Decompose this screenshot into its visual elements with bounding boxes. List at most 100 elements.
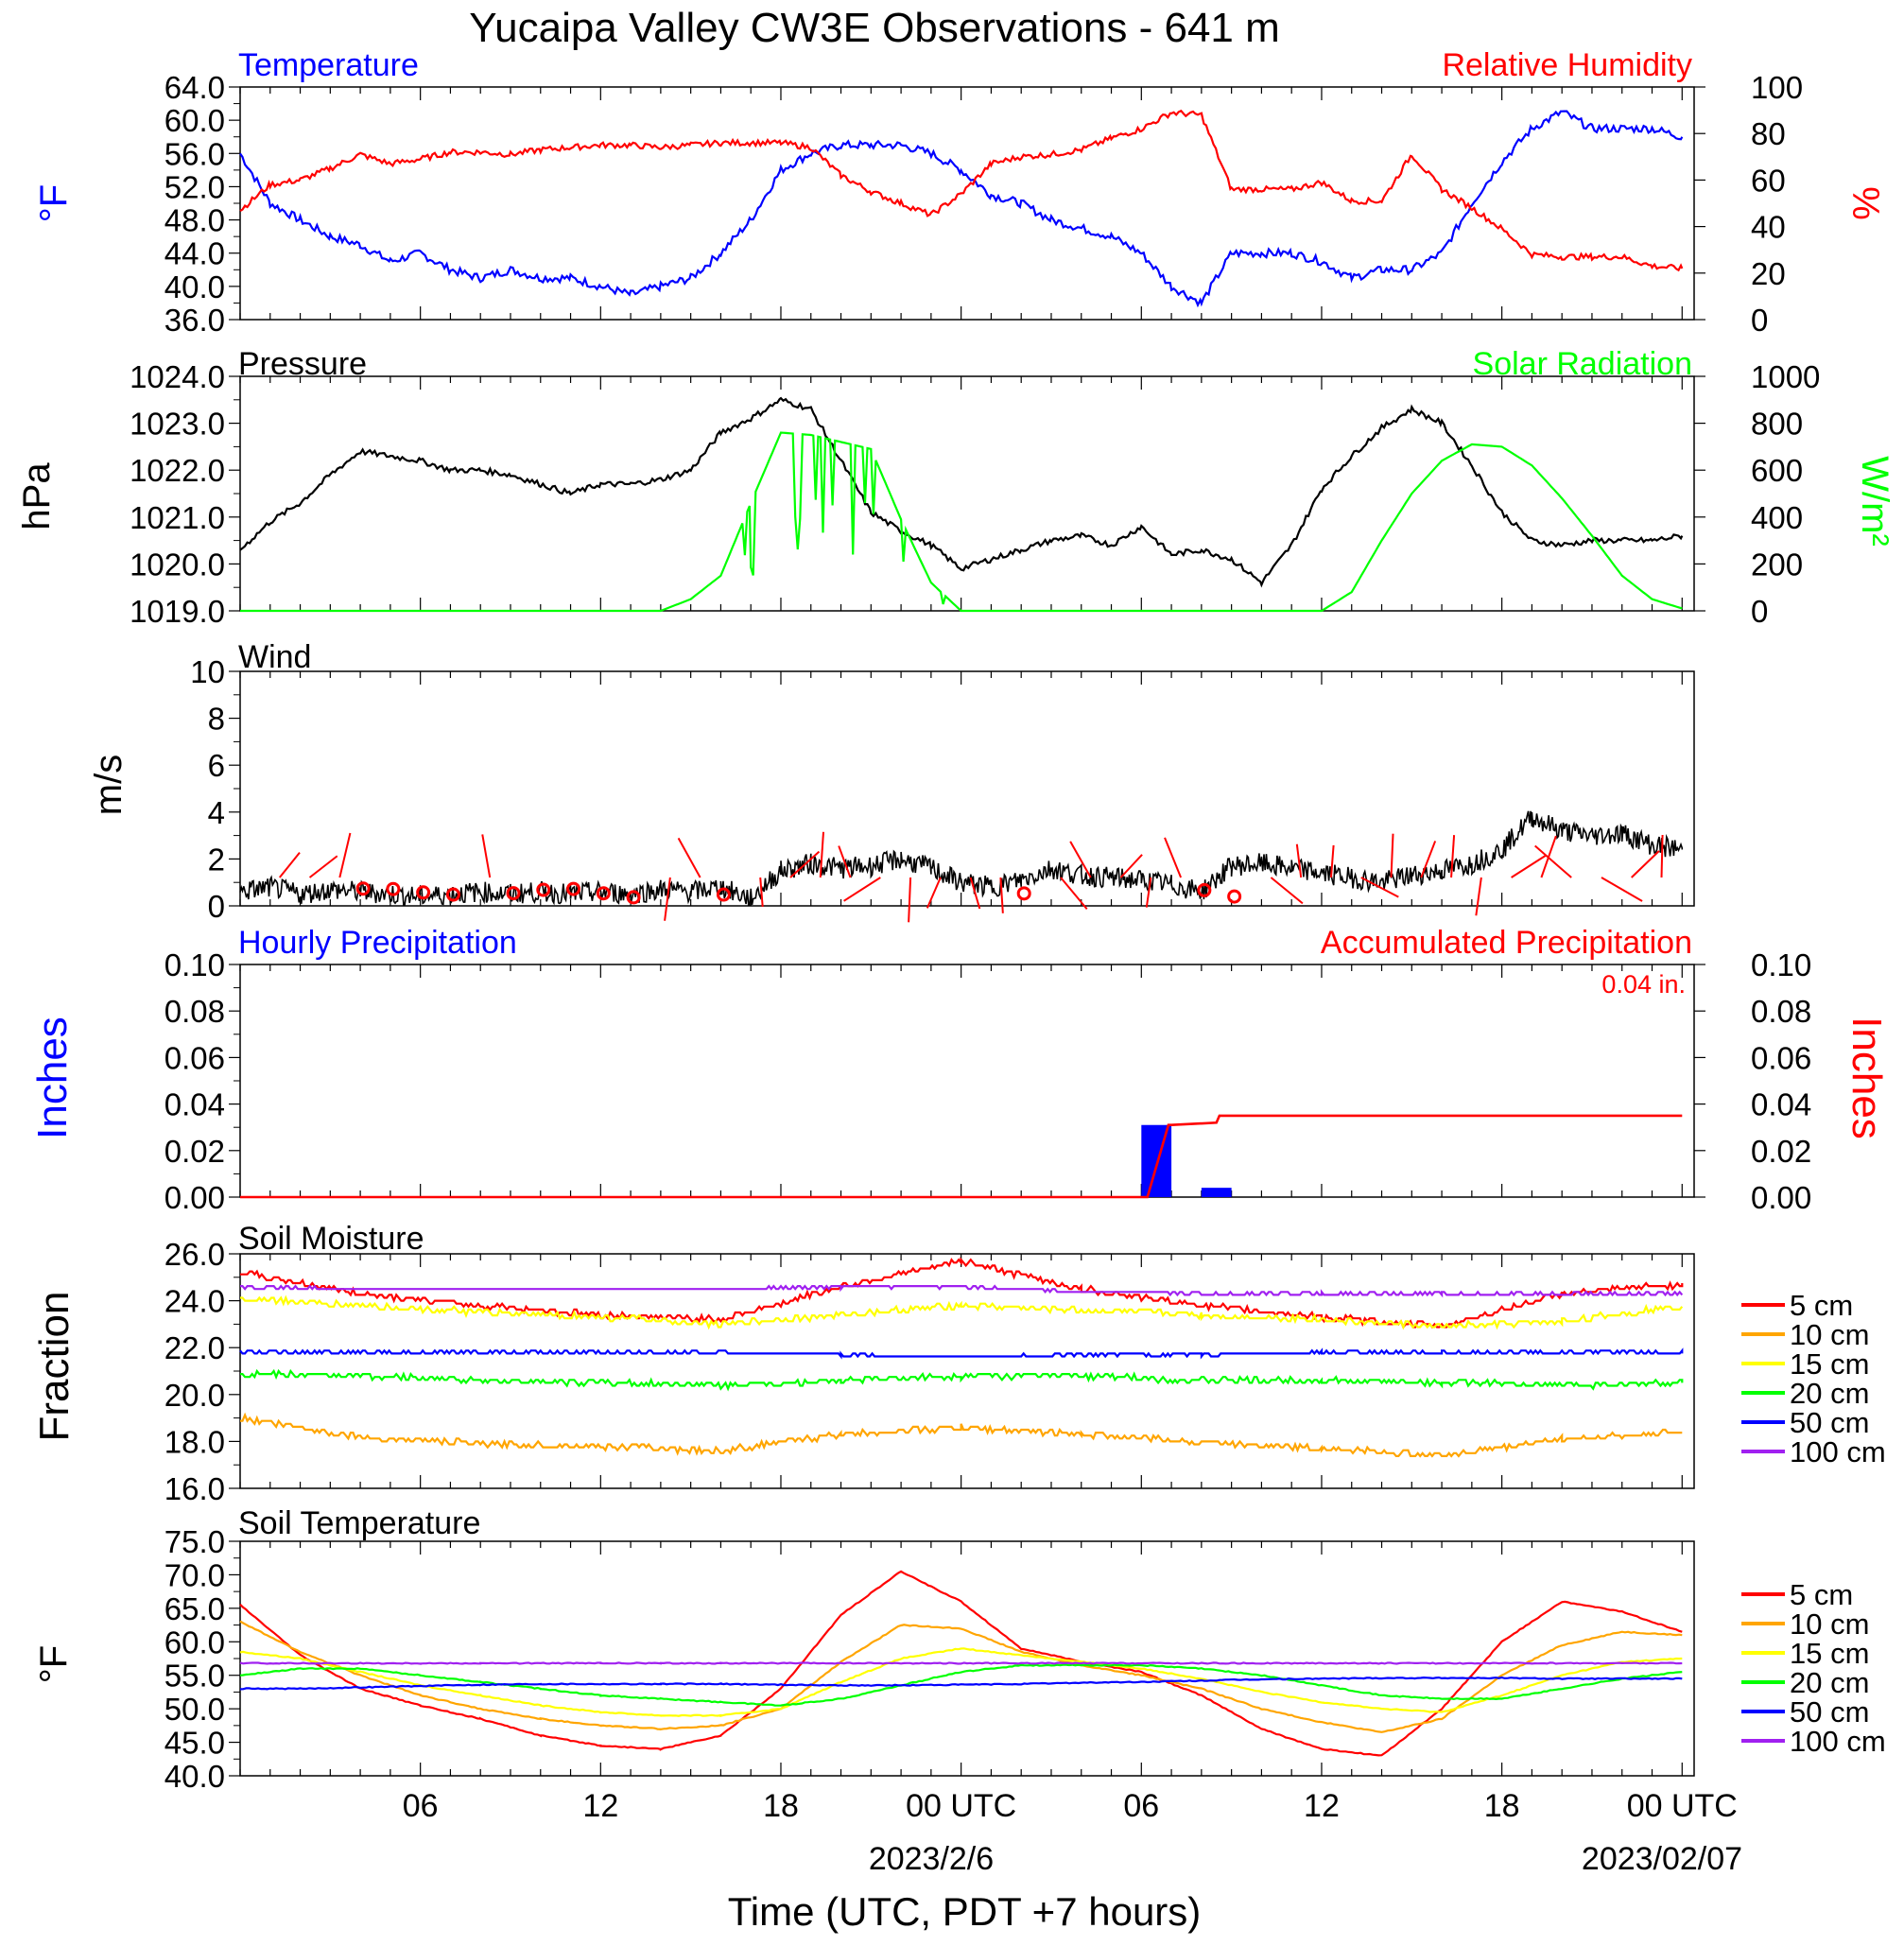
wind-barb: [1360, 877, 1399, 898]
precip-axis-label-right: Inches: [1843, 1016, 1890, 1139]
precip-tick-label: 0.06: [164, 1040, 225, 1075]
soil-temperature-label: Soil Temperature: [238, 1505, 480, 1541]
wind-barb: [664, 877, 671, 921]
precip-tick-label: 0.00: [164, 1180, 225, 1215]
wind-tick-label: 0: [208, 889, 225, 924]
wind-barb: [1060, 877, 1088, 911]
pressure-line: [239, 396, 1684, 588]
rh-tick-label: 0: [1751, 303, 1768, 338]
humidity-line: [239, 109, 1684, 272]
wind-barb: [838, 845, 852, 878]
x-tick-label: 00 UTC: [906, 1788, 1016, 1824]
wind-barb: [1390, 833, 1394, 878]
soil-moisture-tick-label: 26.0: [164, 1237, 225, 1272]
temp-tick-label: 40.0: [164, 269, 225, 304]
wind-barb: [1270, 877, 1304, 905]
soil-temperature-line: [239, 1676, 1683, 1691]
temp-tick-label: 36.0: [164, 303, 225, 338]
soil-temperature-tick-label: 40.0: [164, 1759, 225, 1794]
x-tick-label: 00 UTC: [1627, 1788, 1738, 1824]
wind-barb: [1511, 854, 1548, 878]
wind-barb: [1069, 841, 1092, 878]
temp-tick-label: 52.0: [164, 169, 225, 204]
rh-tick-label: 60: [1751, 163, 1786, 198]
temperature-label: Temperature: [238, 47, 419, 83]
accum-tick-label: 0.02: [1751, 1134, 1811, 1169]
soil-temperature-legend-label: 50 cm: [1790, 1695, 1869, 1729]
calm-wind-marker: [596, 886, 611, 901]
chart-title: Yucaipa Valley CW3E Observations - 641 m: [469, 5, 1280, 51]
temp-rh-frame: [239, 86, 1695, 321]
wind-frame: [239, 670, 1695, 907]
soil-temperature-legend-label: 15 cm: [1790, 1637, 1869, 1670]
wind-barb: [278, 852, 301, 878]
calm-wind-marker: [1016, 886, 1031, 901]
soil-moisture-line: [240, 1368, 1684, 1392]
wind-barb: [1660, 834, 1664, 878]
humidity-axis-label: %: [1844, 186, 1886, 220]
soil-moisture-line: [240, 1294, 1684, 1330]
temp-tick-label: 64.0: [164, 70, 225, 105]
wind-barb: [843, 877, 881, 902]
soil-temperature-legend-label: 10 cm: [1790, 1607, 1869, 1641]
x-axis-title: Time (UTC, PDT +7 hours): [728, 1889, 1202, 1934]
solar-axis-label: W/m²: [1854, 456, 1895, 547]
wind-barb: [1295, 843, 1303, 878]
pressure-tick-label: 1024.0: [130, 359, 225, 394]
calm-wind-marker: [506, 886, 521, 901]
soil-temperature-line: [239, 1663, 1683, 1707]
wind-barb: [1450, 835, 1456, 878]
accum-tick-label: 0.10: [1751, 947, 1811, 982]
wind-barb: [1145, 877, 1152, 908]
wind-barb: [1119, 854, 1143, 878]
soil-temperature-tick-label: 45.0: [164, 1726, 225, 1761]
temp-tick-label: 48.0: [164, 203, 225, 238]
precip-tick-label: 0.02: [164, 1134, 225, 1169]
wind-barb: [759, 877, 764, 907]
x-tick-label: 12: [582, 1788, 618, 1824]
wind-barb: [1601, 877, 1643, 902]
soil-moisture-line: [240, 1284, 1684, 1298]
wind-barb: [819, 831, 824, 878]
soil-moisture-legend-label: 20 cm: [1790, 1377, 1869, 1410]
rh-tick-label: 40: [1751, 210, 1786, 245]
temperature-line: [239, 110, 1684, 308]
soil-moisture-legend-label: 100 cm: [1790, 1435, 1886, 1468]
wind-barb: [908, 877, 912, 923]
solar-tick-label: 400: [1751, 500, 1803, 535]
soil-moisture-axis-label: Fraction: [31, 1292, 78, 1442]
x-tick-label: 18: [1484, 1788, 1520, 1824]
wind-tick-label: 2: [208, 842, 225, 877]
accum-tick-label: 0.04: [1751, 1087, 1811, 1122]
soil-temperature-legend-label: 20 cm: [1790, 1666, 1869, 1699]
pressure-solar-frame: [239, 375, 1695, 612]
temp-tick-label: 60.0: [164, 103, 225, 138]
precip-frame: [239, 964, 1695, 1198]
wind-barb: [1164, 837, 1183, 878]
hourly-precip-bar: [1141, 1124, 1172, 1197]
accum-precip-label: Accumulated Precipitation: [1321, 925, 1692, 961]
x-tick-label: 12: [1304, 1788, 1340, 1824]
accum-tick-label: 0.06: [1751, 1040, 1811, 1075]
soil-moisture-tick-label: 22.0: [164, 1330, 225, 1365]
wind-barb: [338, 832, 352, 878]
soil-moisture-legend-label: 10 cm: [1790, 1318, 1869, 1351]
calm-wind-marker: [566, 881, 581, 896]
soil-moisture-tick-label: 24.0: [164, 1284, 225, 1319]
soil-temperature-line: [239, 1647, 1683, 1718]
solar-tick-label: 800: [1751, 407, 1803, 442]
soil-temperature-line: [239, 1661, 1683, 1665]
wind-label: Wind: [238, 639, 311, 675]
solar-tick-label: 200: [1751, 547, 1803, 582]
accum-tick-label: 0.00: [1751, 1180, 1811, 1215]
calm-wind-marker: [626, 890, 641, 905]
rh-tick-label: 20: [1751, 256, 1786, 291]
soil-moisture-legend-label: 50 cm: [1790, 1406, 1869, 1439]
precip-axis-label-left: Inches: [29, 1016, 76, 1139]
soil-moisture-tick-label: 20.0: [164, 1378, 225, 1413]
wind-tick-label: 6: [208, 748, 225, 783]
temperature-axis-label: °F: [33, 184, 75, 222]
calm-wind-marker: [1197, 882, 1212, 897]
wind-axis-label: m/s: [88, 755, 130, 815]
